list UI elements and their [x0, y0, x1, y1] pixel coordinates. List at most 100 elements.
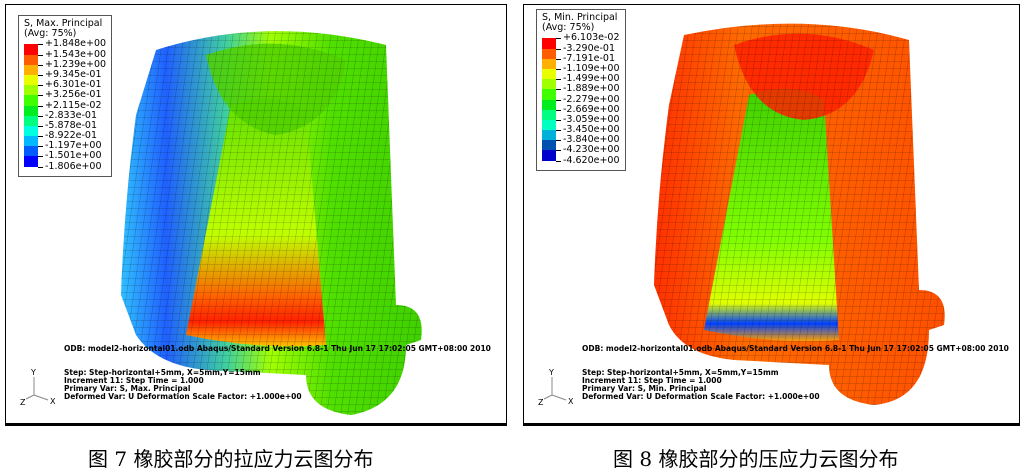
- legend-swatch: [542, 48, 556, 59]
- legend-swatch: [542, 119, 556, 131]
- legend-entry: -4.230e+00: [542, 144, 620, 161]
- legend-value: -1.109e+00: [563, 62, 620, 74]
- legend-tick: [38, 136, 43, 138]
- legend-entry: -4.620e+00: [542, 154, 620, 166]
- legend-tick: [556, 130, 561, 132]
- legend-entry: +1.543e+00: [24, 48, 107, 65]
- legend-tick: [38, 115, 43, 117]
- legend-entry: -1.889e+00: [542, 84, 620, 100]
- figure-caption: 图 8 橡胶部分的压应力云图分布: [613, 447, 899, 471]
- legend-swatch: [24, 44, 38, 55]
- legend-tick: [556, 109, 561, 111]
- contour-legend: S, Min. Principal (Avg: 75%) +6.103e-02-…: [536, 9, 626, 171]
- legend-tick: [38, 64, 43, 66]
- legend-swatch: [24, 125, 38, 137]
- legend-title: S, Min. Principal: [542, 12, 618, 23]
- legend-value: +2.115e-02: [45, 99, 102, 111]
- legend-tick: [38, 105, 43, 107]
- legend-entry: -5.878e-01: [24, 119, 106, 137]
- legend-swatch: [24, 54, 38, 65]
- primary-var-line: Primary Var: S, Min. Principal: [582, 384, 707, 393]
- legend-entry: -2.833e-01: [24, 109, 106, 126]
- legend-swatch: [542, 140, 556, 151]
- legend-value: -2.279e+00: [563, 93, 620, 105]
- increment-line: Increment 11: Step Time = 1.000: [64, 376, 204, 385]
- legend-entry: -3.450e+00: [542, 124, 620, 141]
- legend-swatch: [24, 64, 38, 75]
- axis-z-label: Z: [538, 398, 544, 407]
- axis-y-label: Y: [30, 368, 36, 377]
- legend-value: -3.290e-01: [563, 42, 615, 54]
- legend-value: +6.103e-02: [563, 32, 620, 44]
- legend-value: -2.669e+00: [563, 103, 620, 115]
- legend-value: +1.239e+00: [45, 58, 107, 70]
- legend-tick: [38, 156, 43, 158]
- legend-value: -3.059e+00: [563, 113, 620, 125]
- figure-panel-max-principal: S, Max. Principal (Avg: 75%) +1.848e+00 +…: [5, 4, 507, 426]
- legend-swatch: [24, 95, 38, 106]
- legend-entry: -1.806e+00: [24, 161, 106, 172]
- odb-info: ODB: model2-horizontal01.odb Abaqus/Stan…: [582, 344, 1009, 353]
- legend-title: S, Max. Principal: [24, 18, 103, 29]
- legend-entry: +6.301e-01: [24, 79, 106, 96]
- primary-var-line: Primary Var: S, Max. Principal: [64, 384, 191, 393]
- legend-tick: [38, 85, 43, 87]
- legend-value: -1.499e+00: [563, 73, 620, 85]
- legend-value: -2.833e-01: [45, 109, 97, 121]
- legend-subtitle: (Avg: 75%): [24, 28, 77, 40]
- legend-swatch: [24, 74, 38, 86]
- legend-swatch: [542, 58, 556, 69]
- legend-tick: [38, 125, 43, 127]
- legend-tick: [556, 68, 561, 70]
- legend-entry: -7.191e-01: [542, 52, 620, 69]
- legend-swatch: [542, 99, 556, 110]
- legend-entry: +6.103e-02: [542, 32, 620, 49]
- legend-entry: +9.345e-01: [24, 69, 106, 86]
- deformed-var-line: Deformed Var: U Deformation Scale Factor…: [582, 392, 820, 401]
- legend-tick: [556, 119, 561, 121]
- legend-value: -3.450e+00: [563, 124, 620, 136]
- legend-value: -7.191e-01: [563, 52, 615, 64]
- legend-tick: [556, 150, 561, 152]
- legend-value: -5.878e-01: [45, 119, 97, 131]
- legend-tick: [556, 160, 561, 162]
- legend-swatch: [24, 156, 38, 167]
- legend-swatch: [24, 146, 38, 157]
- legend-swatch: [542, 79, 556, 90]
- legend-entry: -2.669e+00: [542, 103, 620, 120]
- odb-info: ODB: model2-horizontal01.odb Abaqus/Stan…: [64, 344, 491, 353]
- axis-z-label: Z: [20, 398, 26, 407]
- legend-value: -4.620e+00: [563, 154, 620, 166]
- legend-tick: [556, 58, 561, 60]
- legend-value: -4.230e+00: [563, 144, 620, 156]
- legend-tick: [38, 54, 43, 56]
- axis-x-label: X: [568, 397, 574, 406]
- legend-swatch: [24, 105, 38, 116]
- figure-panel-min-principal: S, Min. Principal (Avg: 75%) +6.103e-02-…: [523, 4, 1020, 426]
- legend-entry: +3.256e-01: [24, 89, 106, 106]
- legend-tick: [556, 38, 561, 40]
- increment-line: Increment 11: Step Time = 1.000: [582, 376, 722, 385]
- legend-value: +3.256e-01: [45, 89, 102, 101]
- legend-entry: -1.197e+00: [24, 140, 106, 157]
- legend-tick: [38, 95, 43, 97]
- legend-value: +1.543e+00: [45, 48, 107, 60]
- legend-entry: -3.059e+00: [542, 113, 620, 131]
- legend-tick: [38, 74, 43, 76]
- legend-swatch: [24, 136, 38, 147]
- legend-value: -1.197e+00: [45, 140, 102, 152]
- step-line: Step: Step-horizontal+5mm, X=5mm,Y=15mm: [582, 368, 779, 377]
- legend-entry: -3.290e-01: [542, 42, 620, 59]
- legend-entry: -2.279e+00: [542, 93, 620, 110]
- legend-value: +1.848e+00: [45, 38, 107, 50]
- legend-tick: [556, 99, 561, 101]
- axis-triad-icon: Y Z X: [538, 368, 574, 407]
- legend-swatch: [24, 85, 38, 96]
- legend-value: +6.301e-01: [45, 79, 102, 91]
- legend-entry: -1.109e+00: [542, 62, 620, 80]
- axis-y-label: Y: [548, 368, 554, 377]
- legend-tick: [38, 166, 43, 168]
- step-info: Step: Step-horizontal+5mm, X=5mm,Y=15mm …: [582, 369, 820, 401]
- legend-entry: -1.501e+00: [24, 151, 106, 167]
- legend-tick: [38, 44, 43, 46]
